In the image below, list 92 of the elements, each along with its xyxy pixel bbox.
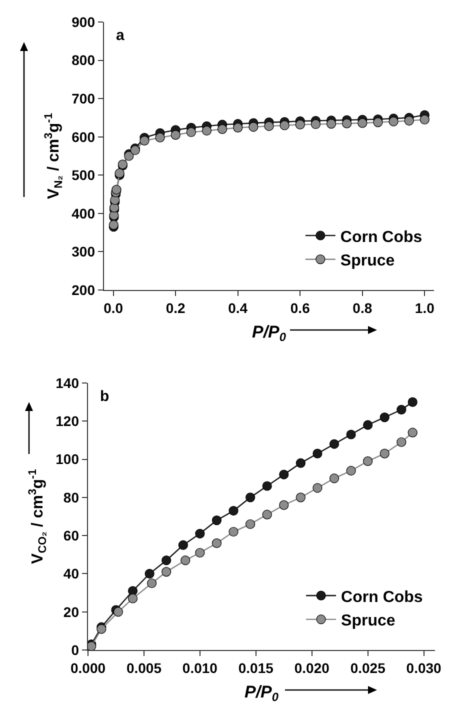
point [195, 528, 205, 538]
point [279, 470, 289, 480]
y-tick-label: 80 [63, 489, 80, 506]
x-tick-label: 0.030 [406, 660, 442, 676]
point [128, 594, 138, 604]
legend-label: Spruce [340, 252, 395, 270]
y-tick-label: 140 [56, 374, 80, 391]
y-tick-label: 300 [72, 244, 96, 260]
x-tick-label: 0.2 [166, 300, 186, 316]
point [228, 506, 238, 516]
chart-title: a [116, 27, 125, 44]
point [329, 439, 340, 449]
point [346, 430, 356, 440]
y-tick-label: 400 [72, 205, 96, 222]
point [326, 119, 336, 129]
point [420, 114, 430, 124]
y-tick-label: 600 [72, 128, 96, 145]
point [212, 516, 222, 526]
point [246, 492, 256, 502]
chart-title: b [100, 388, 110, 405]
point [279, 500, 289, 510]
point [312, 448, 322, 458]
point [147, 578, 157, 588]
point [380, 412, 390, 422]
y-tick-label: 900 [72, 14, 96, 30]
x-tick-label: 0.020 [294, 660, 330, 676]
point [186, 127, 196, 138]
point [342, 118, 352, 128]
point [408, 397, 418, 407]
point [202, 126, 212, 136]
point [140, 136, 150, 146]
y-tick-label: 700 [72, 90, 96, 106]
x-tick-label: 0.0 [104, 300, 124, 316]
y-tick-label: 500 [72, 167, 96, 184]
x-tick-label: 0.000 [70, 660, 106, 676]
point [310, 119, 320, 130]
point [162, 567, 172, 577]
point [162, 556, 172, 566]
x-tick-label: 0.025 [350, 660, 386, 676]
x-axis-title: P/P$_{0}$ [252, 322, 286, 344]
point [296, 492, 306, 502]
point [396, 404, 406, 414]
x-tick-label: 0.015 [238, 660, 274, 676]
point [363, 420, 373, 430]
point [144, 568, 154, 579]
point [312, 483, 322, 493]
point [248, 122, 258, 132]
point [408, 428, 418, 438]
point [404, 116, 414, 126]
point [180, 556, 190, 566]
y-tick-label: 200 [72, 282, 96, 298]
y-tick-label: 0 [71, 642, 80, 658]
point [346, 466, 356, 476]
y-tick-label: 40 [63, 566, 80, 582]
point [246, 519, 256, 529]
x-tick-label: 0.010 [182, 660, 218, 676]
x-tick-label: 1.0 [414, 300, 435, 316]
point [262, 510, 272, 520]
point [380, 448, 390, 458]
point [280, 120, 290, 130]
x-axis-title: P/P$_{0}$ [244, 682, 279, 704]
point [195, 548, 205, 558]
point [178, 540, 188, 550]
point [296, 458, 306, 468]
point [264, 121, 274, 131]
y-tick-label: 100 [56, 451, 80, 468]
x-tick-label: 0.6 [290, 300, 310, 316]
point [113, 607, 124, 617]
x-tick-label: 0.8 [352, 300, 372, 316]
point [170, 130, 180, 140]
point [329, 474, 340, 484]
legend-label: Corn Cobs [340, 228, 422, 246]
point [233, 122, 243, 132]
point [358, 118, 368, 128]
legend-label: Spruce [341, 612, 396, 630]
x-tick-label: 0.4 [228, 300, 248, 316]
point [373, 118, 383, 128]
point [218, 124, 228, 134]
y-tick-label: 20 [63, 604, 80, 620]
point [155, 132, 165, 142]
y-tick-label: 60 [63, 527, 80, 544]
point [262, 481, 272, 491]
legend-label: Corn Cobs [341, 588, 423, 606]
point [295, 120, 305, 130]
point [228, 526, 238, 537]
point [388, 116, 398, 126]
x-tick-label: 0.005 [126, 660, 162, 676]
point [363, 456, 373, 466]
point [396, 437, 406, 447]
point [212, 538, 222, 548]
y-tick-label: 800 [72, 52, 96, 68]
y-tick-label: 120 [56, 413, 80, 430]
